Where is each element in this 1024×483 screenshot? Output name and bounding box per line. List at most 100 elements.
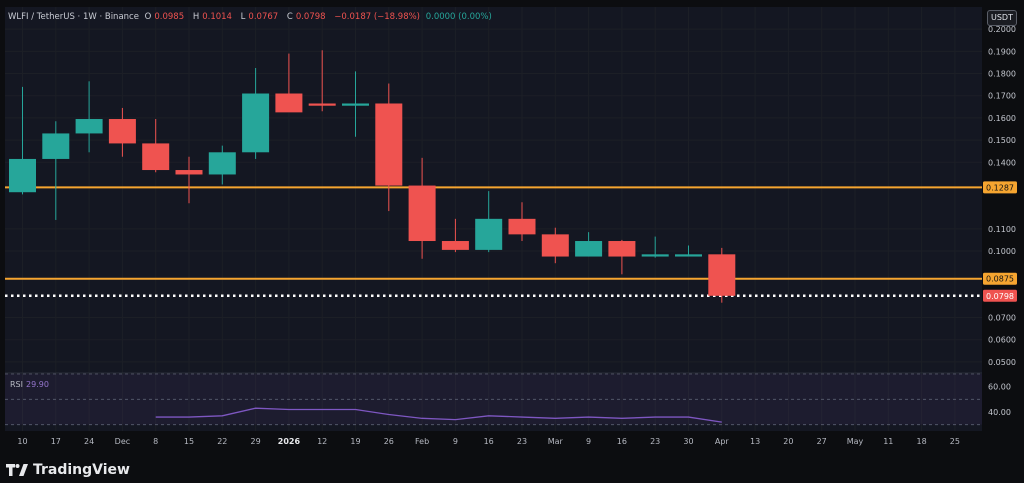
y-tick-label: 0.0500 xyxy=(988,358,1016,367)
x-tick-label: 24 xyxy=(84,437,94,446)
x-tick-label: Dec xyxy=(115,437,130,446)
x-tick-label: May xyxy=(847,437,864,446)
candle xyxy=(242,68,270,159)
brand-name: TradingView xyxy=(33,462,130,478)
candle-body xyxy=(508,218,536,235)
x-tick-label: Mar xyxy=(548,437,564,446)
rsi-tick-label: 60.00 xyxy=(988,383,1011,392)
low-label: L xyxy=(240,12,246,22)
ohlc-low: L 0.0767 xyxy=(241,12,282,22)
x-tick-label: 2026 xyxy=(278,437,301,446)
candle-body xyxy=(308,103,336,106)
candle xyxy=(9,86,36,195)
candle xyxy=(441,218,469,253)
y-tick-label: 0.1900 xyxy=(988,47,1016,56)
rsi-series-line xyxy=(155,407,722,423)
y-tick-label: 0.1400 xyxy=(988,158,1016,167)
candle xyxy=(541,227,569,264)
candle xyxy=(108,107,136,157)
rsi-legend[interactable]: RSI 29.90 xyxy=(10,380,49,389)
rsi-tick-label: 40.00 xyxy=(988,408,1011,417)
price-tag-bg xyxy=(983,181,1017,194)
x-tick-label: Feb xyxy=(415,437,429,446)
candle-body xyxy=(675,254,702,257)
candle-body xyxy=(208,152,236,175)
level-price-tag: 0.1287 xyxy=(983,181,1017,194)
x-tick-label: 29 xyxy=(251,437,261,446)
x-tick-label: 20 xyxy=(783,437,793,446)
x-tick-label: 18 xyxy=(917,437,927,446)
candle-body xyxy=(42,133,70,159)
candle-body xyxy=(9,158,36,193)
x-tick-label: Apr xyxy=(715,437,730,446)
x-tick-label: 30 xyxy=(683,437,693,446)
tradingview-logo[interactable]: TradingView xyxy=(6,462,130,478)
ohlc-close: C 0.0798 xyxy=(287,12,329,22)
symbol-name[interactable]: WLFI / TetherUS · 1W · Binance xyxy=(8,12,139,22)
candle xyxy=(342,71,369,137)
candle-body xyxy=(575,241,603,257)
x-tick-label: 16 xyxy=(617,437,627,446)
y-tick-label: 0.1500 xyxy=(988,136,1016,145)
candle-body xyxy=(342,103,369,106)
rsi-name: RSI xyxy=(10,380,23,389)
x-tick-label: 8 xyxy=(153,437,158,446)
level-price-tag: 0.0875 xyxy=(983,272,1017,285)
candle xyxy=(508,202,536,242)
candle xyxy=(575,232,603,257)
open-label: O xyxy=(144,12,152,22)
candle xyxy=(42,121,70,220)
candle xyxy=(275,53,303,113)
candle-body xyxy=(641,254,669,257)
candle-body xyxy=(275,93,303,113)
x-tick-label: 9 xyxy=(586,437,591,446)
low-value: 0.0767 xyxy=(248,12,279,22)
last-price-tag: 0.0798 xyxy=(983,289,1017,302)
x-tick-label: 13 xyxy=(750,437,760,446)
candle xyxy=(375,83,403,212)
symbol-legend: WLFI / TetherUS · 1W · Binance O 0.0985 H… xyxy=(8,12,495,22)
candle xyxy=(308,50,336,112)
tradingview-logo-icon xyxy=(6,464,28,476)
y-tick-label: 0.1600 xyxy=(988,114,1016,123)
candle-body xyxy=(75,119,103,134)
x-tick-label: 19 xyxy=(350,437,360,446)
candle-body xyxy=(608,241,636,257)
y-tick-label: 0.0700 xyxy=(988,314,1016,323)
x-tick-label: 10 xyxy=(17,437,27,446)
close-value: 0.0798 xyxy=(295,12,326,22)
y-tick-label: 0.2000 xyxy=(988,25,1016,34)
x-tick-label: 12 xyxy=(317,437,327,446)
candle xyxy=(142,119,170,173)
x-tick-label: 25 xyxy=(950,437,960,446)
candle xyxy=(75,81,103,153)
candle xyxy=(475,191,503,253)
candle-body xyxy=(441,241,469,250)
x-tick-label: 15 xyxy=(184,437,194,446)
high-value: 0.1014 xyxy=(202,12,232,22)
x-tick-label: 27 xyxy=(817,437,827,446)
currency-button[interactable]: USDT xyxy=(987,10,1017,26)
price-tag-label: 0.0798 xyxy=(986,292,1014,301)
x-tick-label: 23 xyxy=(650,437,660,446)
high-label: H xyxy=(192,12,200,22)
y-tick-label: 0.1100 xyxy=(988,225,1016,234)
candle xyxy=(408,157,436,259)
rsi-value: 29.90 xyxy=(26,380,49,389)
ohlc-open: O 0.0985 xyxy=(145,12,187,22)
x-tick-label: 22 xyxy=(217,437,227,446)
y-tick-label: 0.1000 xyxy=(988,247,1016,256)
candle xyxy=(675,245,702,257)
candle xyxy=(208,145,236,185)
x-tick-label: 16 xyxy=(484,437,494,446)
candle-body xyxy=(475,218,503,250)
open-value: 0.0985 xyxy=(154,12,185,22)
x-tick-label: 17 xyxy=(51,437,61,446)
x-tick-label: 23 xyxy=(517,437,527,446)
candle xyxy=(175,156,203,204)
x-tick-label: 9 xyxy=(453,437,458,446)
candle-body xyxy=(142,143,170,171)
candle xyxy=(608,239,636,275)
candle xyxy=(708,247,736,303)
